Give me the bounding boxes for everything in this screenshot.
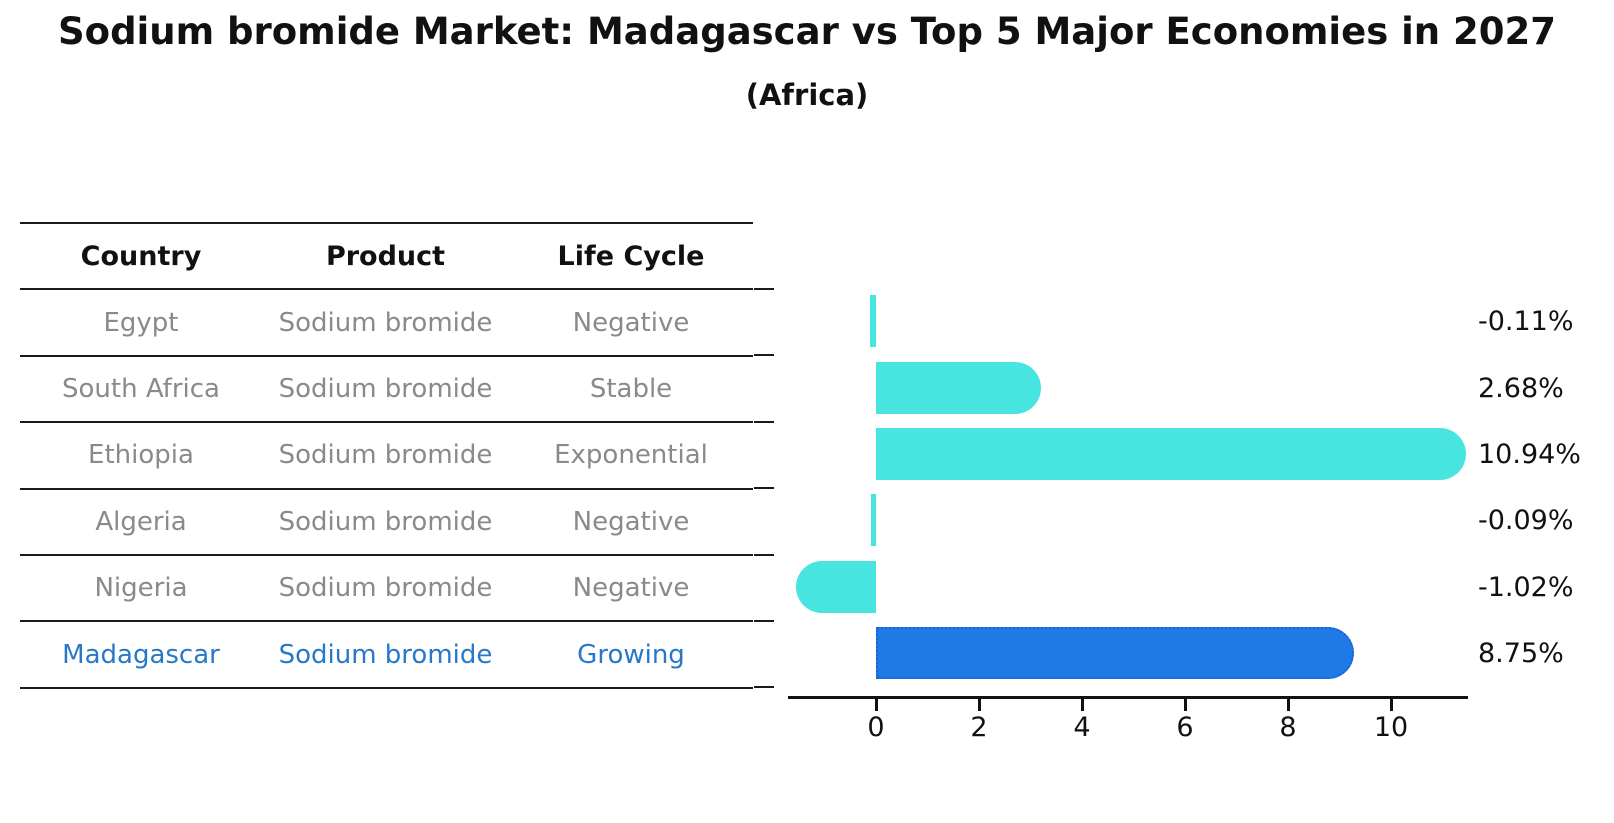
chart-subtitle: (Africa) (745, 78, 869, 112)
table-row: Nigeria Sodium bromide Negative (20, 553, 753, 620)
value-label-algeria: -0.09% (1478, 505, 1574, 537)
bar-nigeria (796, 560, 876, 613)
table-cell: Sodium bromide (278, 440, 493, 471)
x-axis-tick (1184, 699, 1187, 711)
table-cell: Country (80, 240, 202, 272)
table-cell: Sodium bromide (278, 373, 493, 404)
table-row: South Africa Sodium bromide Stable (20, 354, 753, 421)
bar-madagascar (876, 627, 1354, 680)
x-axis-tick-label: 0 (867, 712, 885, 743)
x-axis-tick-label: 10 (1373, 712, 1409, 743)
table-cell: Life Cycle (557, 240, 705, 272)
y-axis-tick (754, 686, 774, 689)
value-label-south-africa: 2.68% (1478, 372, 1564, 404)
value-label-egypt: -0.11% (1478, 306, 1574, 338)
value-label-nigeria: -1.02% (1478, 571, 1574, 603)
table-cell: Sodium bromide (278, 307, 493, 338)
x-axis-line (788, 696, 1468, 699)
y-axis-tick (754, 420, 774, 423)
table-cell: Sodium bromide (278, 639, 493, 670)
y-axis-tick (754, 487, 774, 490)
bar-ethiopia (876, 428, 1467, 480)
x-axis-tick (1390, 699, 1393, 711)
x-axis-tick (1081, 699, 1084, 711)
y-axis-tick (754, 288, 774, 290)
x-axis-tick-label: 4 (1073, 712, 1091, 743)
x-axis-tick (978, 699, 981, 711)
table-header-row: Country Product Life Cycle (20, 222, 753, 288)
bar-egypt (870, 295, 876, 348)
y-axis-tick (754, 553, 774, 556)
bar-algeria (871, 494, 876, 547)
x-axis-tick-label: 8 (1279, 712, 1297, 743)
chart-title: Sodium bromide Market: Madagascar vs Top… (58, 10, 1556, 53)
comparison-table: Country Product Life Cycle Egypt Sodium brom… (20, 222, 753, 689)
table-cell: Stable (589, 373, 673, 404)
table-cell: Nigeria (94, 573, 188, 604)
value-label-madagascar: 8.75% (1478, 638, 1564, 670)
bar-south-africa (876, 361, 1042, 414)
table-cell: Madagascar (62, 639, 220, 670)
table-cell: Ethiopia (88, 440, 194, 471)
x-axis-tick-label: 2 (970, 712, 988, 743)
table-cell: South Africa (62, 373, 220, 404)
x-axis-tick-label: 6 (1176, 712, 1194, 743)
table-row: Ethiopia Sodium bromide Exponential (20, 421, 753, 487)
table-cell: Exponential (554, 440, 708, 471)
x-axis-tick (875, 699, 878, 711)
x-axis-tick (1287, 699, 1290, 711)
value-label-ethiopia: 10.94% (1478, 439, 1581, 470)
table-cell: Product (325, 240, 446, 272)
table-cell: Negative (572, 506, 690, 537)
table-cell: Sodium bromide (278, 573, 493, 604)
table-row: Madagascar Sodium bromide Growing (20, 620, 753, 686)
y-axis-tick (754, 620, 774, 622)
y-axis-tick (754, 354, 774, 357)
table-row: Egypt Sodium bromide Negative (20, 288, 753, 354)
table-cell: Sodium bromide (278, 506, 493, 537)
table-row: Algeria Sodium bromide Negative (20, 487, 753, 554)
table-cell: Egypt (103, 307, 179, 338)
table-cell: Negative (572, 307, 690, 338)
table-cell: Algeria (95, 506, 187, 537)
table-cell: Growing (577, 639, 685, 670)
table-cell: Negative (572, 573, 690, 604)
